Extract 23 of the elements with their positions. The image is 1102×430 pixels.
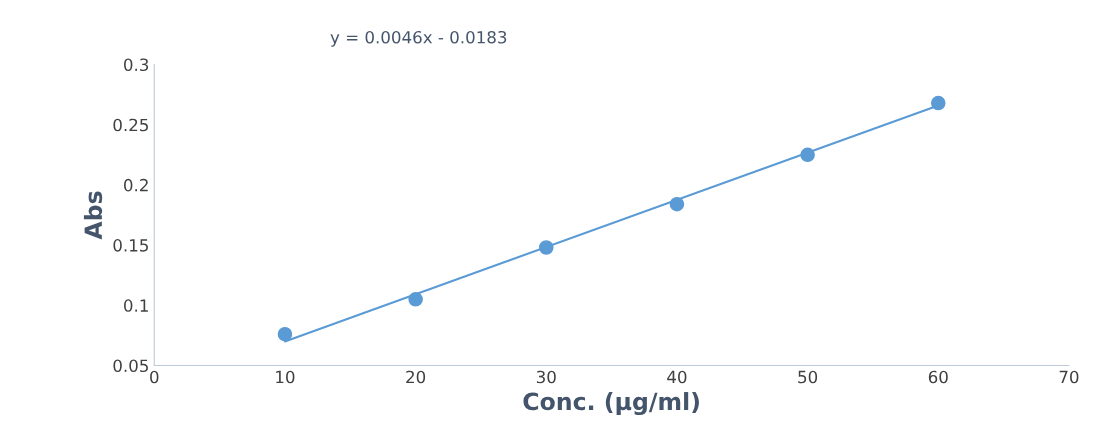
x-tick-label: 20 xyxy=(406,370,426,384)
x-tick-label: 60 xyxy=(928,370,948,384)
y-tick-label: 0.2 xyxy=(124,178,148,192)
point xyxy=(408,291,423,307)
x-tick-label: 50 xyxy=(798,370,818,384)
x-axis-title: Conc. (µg/ml) xyxy=(523,392,699,416)
y-axis-title: Abs xyxy=(83,191,103,240)
y-tick-label: 0.25 xyxy=(113,118,148,132)
text: y = 0.0046x - 0.0183 xyxy=(330,30,507,47)
x-tick-label: 0 xyxy=(150,370,159,384)
x-tick-label: 70 xyxy=(1059,370,1079,384)
y-tick-label: 0.1 xyxy=(124,299,148,312)
y-tick-label: 0.15 xyxy=(113,239,148,252)
point xyxy=(930,95,946,111)
point xyxy=(800,147,815,163)
x-tick-label: 30 xyxy=(536,370,556,384)
point xyxy=(277,326,293,342)
y-tick-label: 0.3 xyxy=(124,58,149,72)
x-tick-label: 10 xyxy=(276,370,295,384)
point xyxy=(538,240,554,255)
point xyxy=(669,196,685,212)
x-tick-label: 40 xyxy=(667,370,687,384)
y-tick-label: 0.05 xyxy=(113,359,148,373)
